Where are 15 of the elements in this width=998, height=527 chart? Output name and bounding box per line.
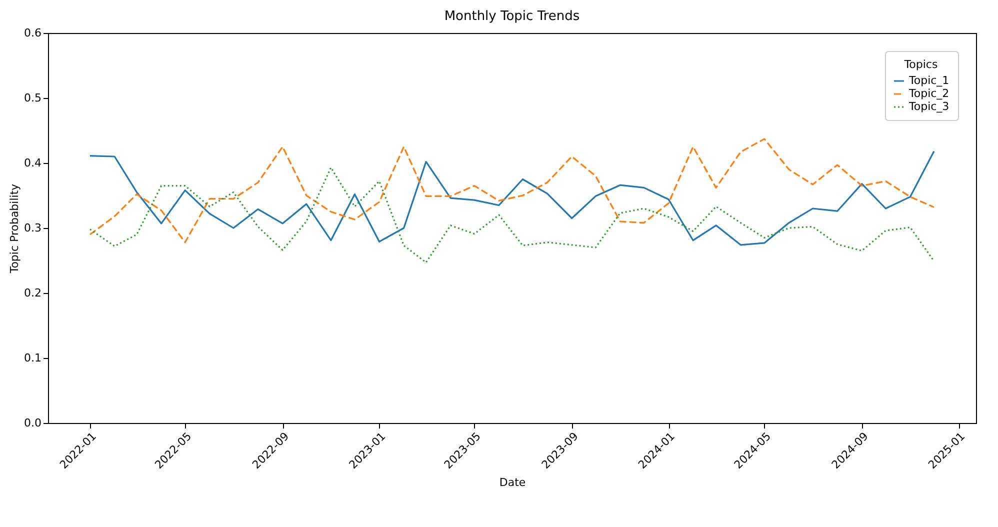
- line-series: [89, 166, 935, 264]
- chart-title: Monthly Topic Trends: [444, 9, 580, 24]
- y-tick-label: 0.0: [24, 416, 42, 430]
- legend-label: Topic_2: [908, 87, 950, 100]
- legend-label: Topic_1: [908, 74, 950, 87]
- y-axis-title: Topic Probability: [8, 183, 22, 274]
- x-axis-title: Date: [499, 476, 526, 489]
- legend-title: Topics: [903, 58, 938, 71]
- y-tick-label: 0.5: [24, 92, 42, 104]
- y-tick-label: 0.4: [24, 156, 42, 170]
- y-tick-label: 0.6: [24, 26, 42, 40]
- y-tick-label: 0.2: [24, 286, 42, 300]
- y-tick-label: 0.1: [24, 352, 42, 364]
- legend-label: Topic_3: [908, 100, 950, 113]
- y-tick-label: 0.3: [24, 222, 42, 234]
